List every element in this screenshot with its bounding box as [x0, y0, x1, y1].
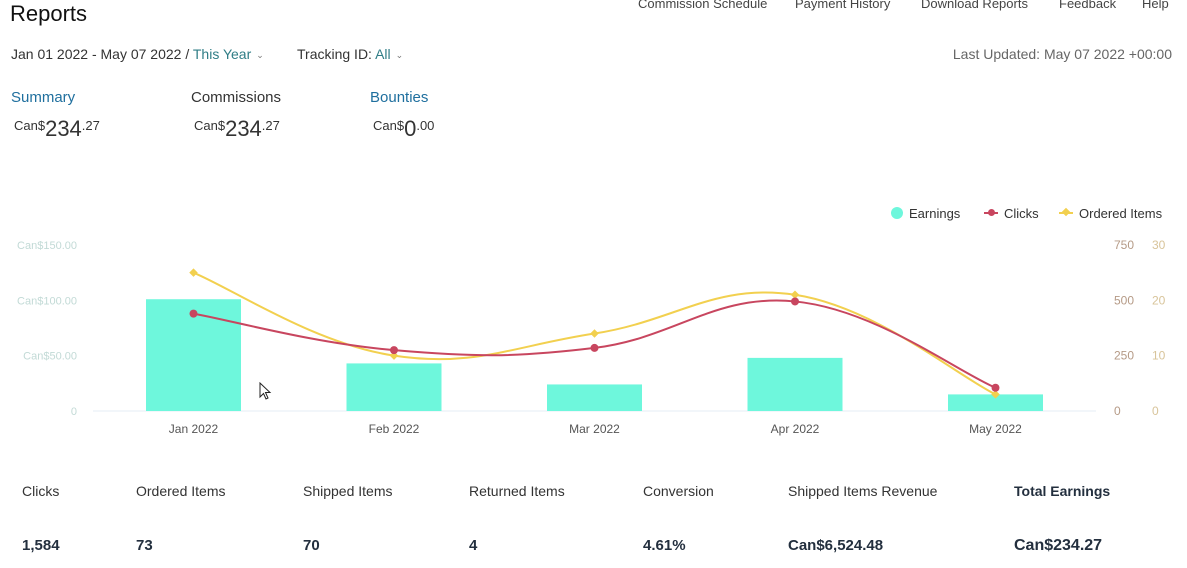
y-left-tick-label: Can$100.00: [17, 295, 77, 307]
tab-commissions[interactable]: Commissions: [191, 89, 282, 106]
y-right-clicks-tick-label: 250: [1114, 349, 1134, 363]
y-left-tick-label: 0: [71, 406, 77, 418]
y-right-ordered-tick-label: 0: [1152, 404, 1159, 418]
earnings-bar: [346, 363, 442, 411]
ordered-items-line-icon: [1059, 212, 1073, 214]
earnings-chart: 0 Can$50.00 Can$100.00 Can$150.00 0 250 500 750…: [17, 238, 1166, 436]
y-left-tick-label: Can$50.00: [23, 351, 77, 363]
stat-value-total-earnings: Can$234.27: [1014, 537, 1103, 554]
tracking-id-label: Tracking ID:: [297, 46, 372, 62]
commissions-amount: Can$234.27: [194, 116, 280, 141]
y-right-clicks-tick-label: 750: [1114, 238, 1134, 252]
earnings-bar: [146, 299, 241, 411]
tab-bounties[interactable]: Bounties: [370, 89, 429, 106]
date-range-filter[interactable]: Jan 01 2022 - May 07 2022 / This Year ⌄: [11, 44, 264, 66]
y-right-clicks-tick-label: 500: [1114, 293, 1134, 307]
legend-earnings[interactable]: Earnings: [891, 205, 960, 223]
mouse-cursor-icon: [259, 382, 272, 400]
y-right-ordered-tick-label: 10: [1152, 349, 1166, 363]
earnings-dot-icon: [891, 207, 903, 219]
summary-amount: Can$234.27: [14, 116, 100, 141]
y-right-clicks-tick-label: 0: [1114, 404, 1121, 418]
stat-header-shipped-revenue: Shipped Items Revenue: [788, 483, 938, 499]
stat-header-clicks: Clicks: [22, 483, 60, 499]
x-tick-label: Mar 2022: [569, 422, 620, 436]
ordered-items-point: [590, 329, 599, 338]
x-tick-label: May 2022: [969, 422, 1022, 436]
nav-help[interactable]: Help: [1142, 0, 1169, 11]
stat-value-shipped-revenue: Can$6,524.48: [788, 537, 884, 554]
clicks-point: [791, 297, 799, 306]
tracking-id-select[interactable]: All: [375, 46, 391, 62]
legend-ordered-items[interactable]: Ordered Items: [1059, 205, 1162, 223]
stat-header-conversion: Conversion: [643, 483, 714, 499]
clicks-point: [991, 383, 1000, 392]
bounties-amount: Can$0.00: [373, 116, 435, 141]
stat-value-shipped-items: 70: [303, 537, 320, 554]
nav-commission-schedule[interactable]: Commission Schedule: [638, 0, 768, 11]
clicks-point: [590, 343, 599, 352]
ordered-items-point: [189, 268, 198, 277]
stat-value-returned-items: 4: [469, 537, 478, 554]
stat-header-total-earnings: Total Earnings: [1014, 483, 1111, 499]
y-left-tick-label: Can$150.00: [17, 240, 77, 252]
x-tick-label: Apr 2022: [771, 422, 820, 436]
ordered-items-point: [389, 351, 399, 360]
ordered-items-point: [991, 390, 1000, 399]
stat-value-clicks: 1,584: [22, 537, 60, 554]
last-updated-text: Last Updated: May 07 2022 +00:00: [952, 46, 1172, 62]
nav-feedback[interactable]: Feedback: [1059, 0, 1117, 11]
stat-header-shipped-items: Shipped Items: [303, 483, 393, 499]
nav-payment-history[interactable]: Payment History: [795, 0, 891, 11]
stat-header-returned-items: Returned Items: [469, 483, 565, 499]
clicks-point: [390, 346, 398, 355]
clicks-point: [189, 309, 198, 318]
y-right-ordered-tick-label: 30: [1152, 238, 1166, 252]
legend-clicks[interactable]: Clicks: [984, 205, 1039, 223]
nav-download-reports[interactable]: Download Reports: [921, 0, 1028, 11]
tracking-id-filter[interactable]: Tracking ID: All ⌄: [297, 44, 403, 66]
clicks-line-icon: [984, 209, 998, 216]
date-range-text: Jan 01 2022 - May 07 2022 /: [11, 46, 190, 62]
stat-value-conversion: 4.61%: [643, 537, 686, 554]
tab-summary[interactable]: Summary: [11, 89, 76, 106]
earnings-bar: [547, 384, 642, 411]
x-tick-label: Feb 2022: [369, 422, 420, 436]
period-select[interactable]: This Year: [192, 46, 252, 62]
y-right-ordered-tick-label: 20: [1152, 293, 1166, 307]
earnings-bar: [747, 357, 843, 411]
earnings-bar: [948, 394, 1043, 411]
page-title: Reports: [10, 1, 88, 26]
x-tick-label: Jan 2022: [169, 422, 219, 436]
stat-header-ordered-items: Ordered Items: [136, 483, 226, 499]
chevron-down-icon: ⌄: [395, 50, 404, 60]
stat-value-ordered-items: 73: [136, 537, 153, 554]
chevron-down-icon: ⌄: [256, 50, 264, 60]
